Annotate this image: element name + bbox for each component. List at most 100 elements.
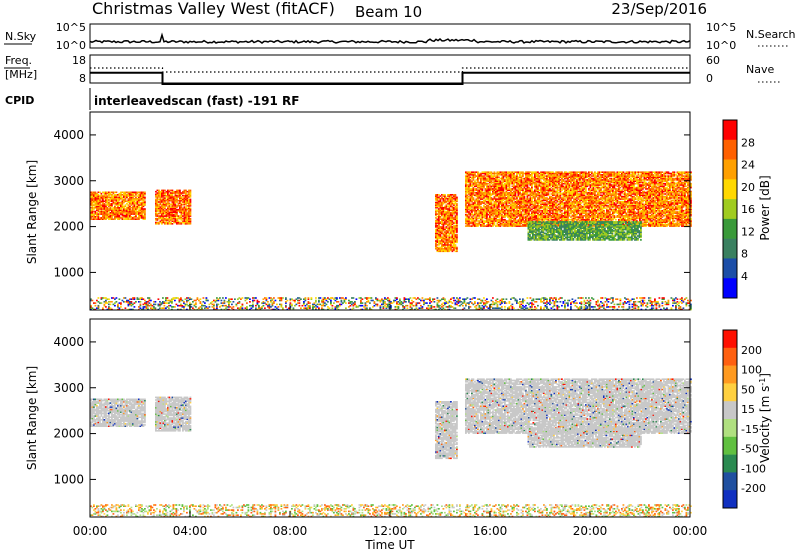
heatmap-cell (438, 215, 440, 218)
heatmap-cell (108, 191, 110, 194)
heatmap-cell (164, 198, 166, 201)
heatmap-cell (451, 240, 454, 242)
heatmap-cell (445, 223, 448, 226)
heatmap-cell (438, 228, 440, 231)
heatmap-cell (445, 240, 448, 242)
heatmap-cell (129, 192, 131, 195)
heatmap-cell (189, 223, 192, 225)
heatmap-cell (435, 237, 437, 240)
heatmap-cell (115, 217, 118, 219)
heatmap-cell (450, 232, 452, 235)
heatmap-cell (133, 209, 136, 211)
heatmap-cell (117, 201, 119, 204)
heatmap-cell (144, 200, 146, 203)
heatmap-cell (112, 191, 115, 194)
heatmap-cell (480, 188, 482, 190)
heatmap-cell (450, 231, 452, 233)
heatmap-cell (489, 176, 491, 179)
heatmap-cell (441, 241, 443, 244)
heatmap-cell (109, 206, 112, 209)
heatmap-cell (180, 203, 183, 206)
heatmap-cell (102, 191, 104, 194)
heatmap-cell (93, 194, 95, 196)
heatmap-cell (435, 244, 437, 246)
heatmap-cell (185, 189, 187, 192)
heatmap-cell (171, 201, 174, 203)
heatmap-cell (133, 208, 136, 210)
heatmap-cell (144, 212, 146, 214)
heatmap-cell (444, 222, 446, 224)
heatmap-cell (486, 174, 488, 176)
heatmap-cell (448, 250, 451, 253)
heatmap-cell (106, 210, 109, 213)
heatmap-cell (96, 199, 98, 201)
heatmap-cell (441, 228, 443, 231)
heatmap-cell (141, 209, 143, 211)
heatmap-cell (173, 197, 175, 199)
heatmap-cell (483, 193, 485, 195)
heatmap-cell (442, 237, 445, 240)
heatmap-cell (91, 206, 94, 209)
heatmap-cell (123, 191, 125, 194)
heatmap-cell (435, 213, 437, 215)
heatmap-cell (480, 211, 482, 213)
heatmap-cell (486, 194, 488, 197)
heatmap-cell (138, 204, 140, 206)
heatmap-cell (454, 219, 457, 222)
heatmap-cell (90, 196, 92, 199)
heatmap-cell (158, 192, 160, 194)
heatmap-cell (474, 221, 476, 223)
heatmap-cell (435, 217, 437, 219)
heatmap-cell (480, 224, 482, 226)
heatmap-cell (468, 174, 470, 176)
heatmap-cell (474, 220, 476, 222)
heatmap-cell (124, 191, 127, 194)
heatmap-cell (448, 215, 451, 218)
heatmap-cell (487, 203, 490, 206)
heatmap-cell (141, 212, 143, 214)
heatmap-cell (441, 209, 443, 211)
heatmap-cell (439, 218, 442, 220)
heatmap-cell (167, 212, 169, 215)
heatmap-cell (94, 196, 97, 199)
heatmap-cell (129, 208, 131, 210)
heatmap-cell (111, 204, 113, 206)
heatmap-cell (100, 194, 103, 196)
heatmap-cell (162, 194, 165, 197)
heatmap-cell (465, 209, 467, 212)
heatmap-cell (109, 194, 112, 196)
heatmap-cell (454, 200, 457, 203)
heatmap-cell (487, 176, 490, 179)
heatmap-cell (139, 213, 142, 215)
heatmap-cell (168, 199, 171, 202)
heatmap-cell (170, 223, 172, 225)
heatmap-cell (445, 197, 448, 200)
heatmap-cell (100, 217, 103, 219)
heatmap-cell (489, 209, 491, 212)
heatmap-cell (480, 198, 482, 200)
heatmap-cell (111, 208, 113, 210)
heatmap-cell (155, 215, 157, 217)
heatmap-cell (165, 194, 168, 197)
heatmap-cell (121, 217, 124, 219)
heatmap-cell (114, 199, 116, 201)
heatmap-cell (111, 209, 113, 211)
heatmap-cell (486, 198, 488, 200)
heatmap-cell (109, 197, 112, 200)
heatmap-cell (176, 206, 178, 208)
heatmap-cell (442, 233, 445, 236)
heatmap-cell (471, 174, 473, 176)
frequency-series (90, 71, 690, 85)
heatmap-cell (478, 197, 481, 199)
heatmap-cell (480, 174, 482, 176)
heatmap-cell (132, 194, 134, 196)
heatmap-cell (114, 210, 116, 213)
heatmap-cell (162, 196, 165, 198)
heatmap-cell (99, 204, 101, 206)
heatmap-cell (477, 171, 479, 173)
heatmap-cell (164, 192, 166, 194)
heatmap-cell (471, 225, 473, 227)
heatmap-cell (489, 221, 491, 223)
heatmap-cell (487, 174, 490, 176)
heatmap-cell (129, 213, 131, 215)
